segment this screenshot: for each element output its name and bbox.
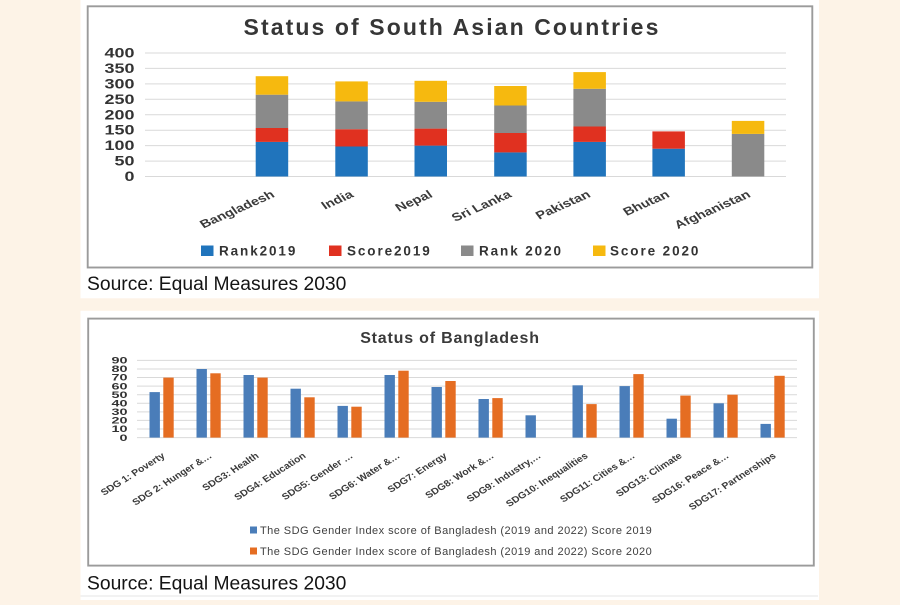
svg-text:0: 0 [120,433,128,444]
svg-text:0: 0 [125,168,135,184]
svg-text:Rank2019: Rank2019 [219,244,297,259]
svg-text:250: 250 [105,91,135,107]
svg-text:400: 400 [105,45,135,61]
svg-text:50: 50 [112,390,128,401]
svg-text:The SDG Gender Index score of: The SDG Gender Index score of Bangladesh… [260,525,652,537]
svg-text:100: 100 [105,137,135,153]
svg-text:Status of Bangladesh: Status of Bangladesh [360,330,540,347]
svg-text:Rank 2020: Rank 2020 [479,244,563,259]
svg-text:10: 10 [112,424,128,435]
svg-text:150: 150 [105,122,135,138]
svg-text:70: 70 [112,373,128,384]
svg-text:20: 20 [112,416,128,427]
svg-text:200: 200 [105,106,135,122]
svg-text:300: 300 [105,75,135,91]
svg-text:60: 60 [112,381,128,392]
svg-text:80: 80 [112,364,128,375]
svg-text:Score 2020: Score 2020 [610,244,700,259]
svg-text:Source: Equal Measures 2030: Source: Equal Measures 2030 [87,274,346,295]
svg-text:90: 90 [112,356,128,367]
svg-text:Score2019: Score2019 [347,244,432,259]
svg-text:30: 30 [112,407,128,418]
svg-text:40: 40 [112,399,128,410]
svg-text:Status of South Asian Countrie: Status of South Asian Countries [244,14,661,40]
svg-text:50: 50 [115,153,135,169]
svg-text:Source: Equal Measures 2030: Source: Equal Measures 2030 [87,574,346,595]
svg-text:The SDG Gender Index score of: The SDG Gender Index score of Bangladesh… [260,546,652,558]
svg-text:350: 350 [105,60,135,76]
